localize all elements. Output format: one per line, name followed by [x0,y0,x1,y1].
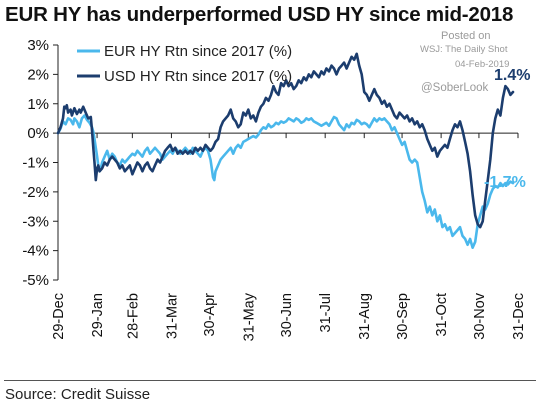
series-layer [56,52,515,249]
x-tick-label: 30-Jun [279,293,295,337]
y-tick-label: 1% [27,96,49,113]
watermark-daily-shot: WSJ: The Daily Shot [420,44,508,55]
x-tick-label: 29-Jan [90,293,106,337]
x-axis: 29-Dec 29-Jan 28-Feb 31-Mar 30-Apr 31-May 30-J… [51,132,527,341]
legend: EUR HY Rtn since 2017 (%) USD HY Rtn sinc… [77,43,292,85]
x-tick-label: 28-Feb [125,293,141,339]
x-tick-label: 30-Sep [395,293,411,340]
series-line-eur-hy [56,114,515,249]
y-tick-label: 3% [27,37,49,54]
end-label-usd-hy: 1.4% [494,67,530,84]
source-note: Source: Credit Suisse [5,386,151,403]
series-line-usd-hy [56,52,515,229]
x-tick-label: 31-May [241,292,257,341]
legend-label-eur-hy: EUR HY Rtn since 2017 (%) [104,43,292,60]
chart-title: EUR HY has underperformed USD HY since m… [5,3,514,26]
x-tick-label: 31-Oct [434,293,450,337]
x-tick-label: 30-Apr [202,293,218,337]
watermark-handle: @SoberLook [421,82,489,94]
y-tick-label: -2% [22,184,49,201]
x-tick-label: 30-Nov [472,292,488,339]
y-tick-label: -5% [22,272,49,289]
y-tick-label: 2% [27,66,49,83]
watermark-posted-on: Posted on [441,30,491,42]
end-labels: -1.7% 1.4% [484,67,530,191]
x-tick-label: 29-Dec [51,293,67,340]
y-tick-label: -1% [22,155,49,172]
y-tick-label: 0% [27,125,49,142]
x-tick-label: 31-Mar [164,293,180,339]
end-label-eur-hy: -1.7% [484,174,526,191]
x-tick-label: 31-Dec [511,293,527,340]
y-tick-label: -4% [22,243,49,260]
x-tick-label: 31-Jul [318,293,334,333]
x-tick-label: 31-Aug [357,293,373,340]
y-tick-label: -3% [22,213,49,230]
line-chart: 3% 2% 1% 0% -1% -2% -3% -4% -5% 29-Dec 29-Jan 28-F… [22,37,530,341]
source-divider [4,380,536,381]
watermark-date: 04-Feb-2019 [455,59,510,70]
legend-label-usd-hy: USD HY Rtn since 2017 (%) [104,68,292,85]
y-axis: 3% 2% 1% 0% -1% -2% -3% -4% -5% [22,37,59,289]
